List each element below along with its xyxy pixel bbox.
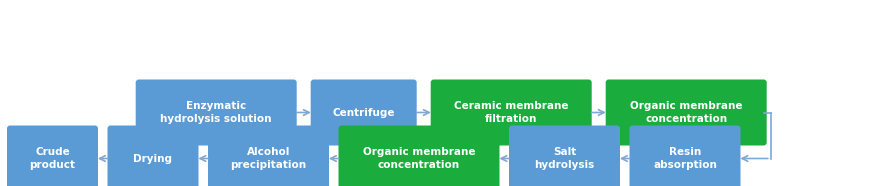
Text: Resin
absorption: Resin absorption [652, 147, 716, 170]
FancyBboxPatch shape [310, 79, 416, 145]
Text: Enzymatic
hydrolysis solution: Enzymatic hydrolysis solution [161, 101, 271, 124]
FancyBboxPatch shape [107, 126, 198, 186]
Text: Alcohol
precipitation: Alcohol precipitation [230, 147, 306, 170]
FancyBboxPatch shape [208, 126, 328, 186]
Text: Drying: Drying [133, 153, 172, 163]
Text: Organic membrane
concentration: Organic membrane concentration [363, 147, 475, 170]
FancyBboxPatch shape [135, 79, 297, 145]
FancyBboxPatch shape [338, 126, 499, 186]
FancyBboxPatch shape [605, 79, 766, 145]
Text: Organic membrane
concentration: Organic membrane concentration [630, 101, 742, 124]
FancyBboxPatch shape [430, 79, 591, 145]
Text: Ceramic membrane
filtration: Ceramic membrane filtration [453, 101, 568, 124]
FancyBboxPatch shape [508, 126, 619, 186]
FancyBboxPatch shape [7, 126, 97, 186]
FancyBboxPatch shape [629, 126, 739, 186]
Text: Crude
product: Crude product [30, 147, 76, 170]
Text: Salt
hydrolysis: Salt hydrolysis [534, 147, 594, 170]
Text: Centrifuge: Centrifuge [332, 108, 394, 118]
